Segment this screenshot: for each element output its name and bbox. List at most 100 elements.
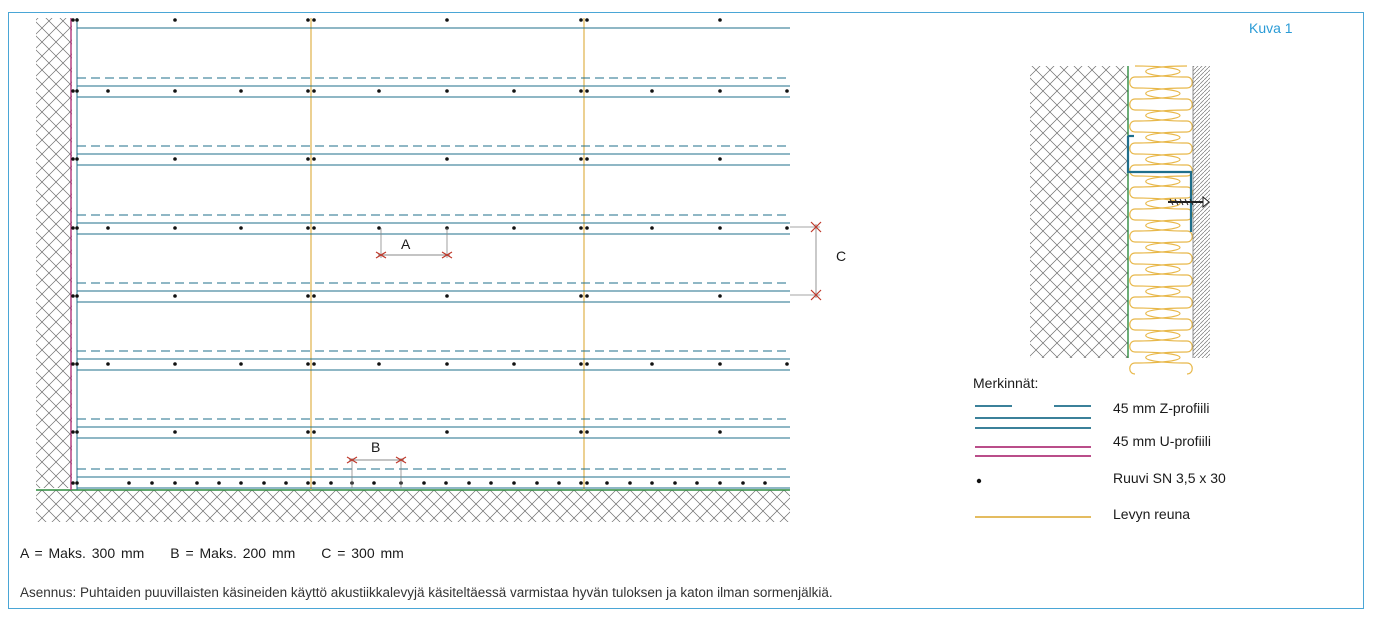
screw-dot [239,226,243,230]
floor-hatch [36,490,790,522]
screw-dot [239,89,243,93]
screw-dot [127,481,131,485]
dimension-note-b: B = Maks. 200 mm [170,545,296,561]
screw-dot [71,18,75,22]
screw-dot [173,89,177,93]
screw-dot [173,18,177,22]
dimension-c-label: C [836,248,847,264]
screw-dot [445,89,449,93]
screw-dot [785,226,789,230]
screw-dot [173,430,177,434]
screw-dot [173,362,177,366]
screw-dot [763,481,767,485]
legend-label-u-profile: 45 mm U-profiili [1113,433,1212,449]
screw-dot [306,157,310,161]
screw-dot [445,294,449,298]
screw-dot [718,157,722,161]
screw-dot [71,481,75,485]
screw-dot [650,481,654,485]
screw-dot [579,226,583,230]
screw-dot [312,430,316,434]
screw-dot [71,157,75,161]
screw-dot [585,18,589,22]
dimension-b-label: B [371,439,381,455]
screw-dot [535,481,539,485]
dimension-note-a: A = Maks. 300 mm [20,545,145,561]
legend-label-screw: Ruuvi SN 3,5 x 30 [1113,470,1226,486]
dimension-c [790,221,822,301]
screw-dot [75,481,79,485]
insulation-wave [1129,65,1181,375]
screw-dot [512,89,516,93]
screw-dot [312,481,316,485]
screw-dot [695,481,699,485]
screw-dot [585,157,589,161]
section-ceiling-hatch [1193,66,1210,358]
screw-dot [605,481,609,485]
figure-title: Kuva 1 [1249,20,1293,36]
screw-dot [785,362,789,366]
screw-dot [306,430,310,434]
screw-dot [312,294,316,298]
screw-dot [585,89,589,93]
z-profiles [77,27,790,489]
screw-dot [512,481,516,485]
screw-dot [673,481,677,485]
screw-dot [71,294,75,298]
screw-dot [650,89,654,93]
dimension-b [346,456,407,488]
screw-dot [312,362,316,366]
screw-dot [75,89,79,93]
installation-note: Asennus: Puhtaiden puuvillaisten käsinei… [20,585,833,600]
screw-dot [312,226,316,230]
screw-dot [445,362,449,366]
screw-dot [173,226,177,230]
screw-dot [377,362,381,366]
screw-dot [489,481,493,485]
section-screw-icon [1168,195,1210,209]
screw-dot [372,481,376,485]
legend-symbols [975,405,1091,518]
screw-dot [579,362,583,366]
screw-dot [284,481,288,485]
screw-dot [467,481,471,485]
screw-dot [650,226,654,230]
screw-dot [150,481,154,485]
section-detail [1030,65,1210,375]
screw-dot [312,157,316,161]
screw-dot [239,362,243,366]
screw-dot [718,89,722,93]
screw-dot [512,362,516,366]
screw-dot [173,294,177,298]
dimension-note-c: C = 300 mm [321,545,404,561]
insulation-wave [1145,65,1193,375]
screw-dot [585,362,589,366]
screw-dot [579,294,583,298]
screw-dot [71,226,75,230]
screw-dot [329,481,333,485]
screw-dot [173,157,177,161]
screw-dot [785,89,789,93]
screw-dot [75,226,79,230]
screw-dot [173,481,177,485]
screw-dot [585,226,589,230]
screw-dot [306,294,310,298]
legend-screw-symbol [976,478,982,484]
screw-dot [306,18,310,22]
screw-dot [585,481,589,485]
screw-dot [718,294,722,298]
screw-dot [106,89,110,93]
screw-dot [557,481,561,485]
screw-dot [628,481,632,485]
screw-dot [650,362,654,366]
screw-dot [512,226,516,230]
screw-dot [579,18,583,22]
screw-dot [585,294,589,298]
screw-dot [306,362,310,366]
screw-dot [718,18,722,22]
screw-dot [312,89,316,93]
figure-frame [8,12,1364,609]
screw-dot [306,481,310,485]
screw-dot [306,89,310,93]
insulation [1129,65,1193,375]
